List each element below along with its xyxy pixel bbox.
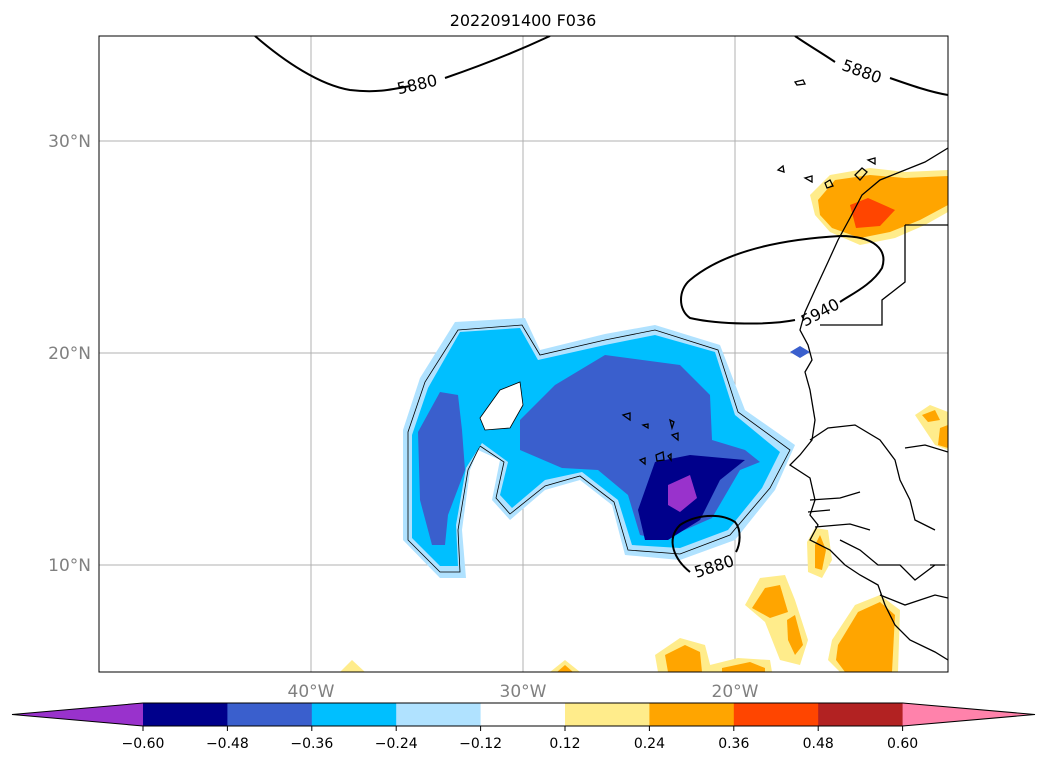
canary-island-5	[866, 157, 876, 166]
south-orange-patch-2	[722, 662, 765, 672]
cape-verde-island-3	[669, 418, 675, 431]
lon-label-40w: 40°W	[288, 682, 335, 702]
canary-island-3	[803, 175, 813, 184]
cape-verde-island-6	[655, 451, 665, 462]
colorbar-swatch	[733, 703, 819, 726]
bottom-orange-patch-2	[557, 665, 573, 672]
colorbar-swatch	[143, 703, 228, 726]
colorbar-tick-label: −0.36	[290, 736, 333, 752]
canary-island-1	[824, 179, 834, 189]
bottom-yellow-patch-1	[340, 660, 365, 672]
contour-5880-northeast	[794, 36, 948, 96]
colorbar-swatch	[649, 703, 735, 726]
coastlines	[621, 79, 948, 661]
colorbar-swatch	[227, 703, 313, 726]
colorbar-tick-label: 0.48	[803, 736, 834, 752]
colorbar-swatch	[311, 703, 397, 726]
negative-anomaly-region	[403, 318, 810, 578]
lat-label-30n: 30°N	[48, 132, 91, 152]
colorbar-swatch	[818, 703, 904, 726]
cape-verde-island-5	[638, 457, 646, 466]
colorbar-tick-label: −0.12	[459, 736, 502, 752]
colorbar-tick-label: −0.48	[206, 736, 249, 752]
canary-red-patch	[850, 198, 895, 228]
east-edge-orange-patch	[922, 410, 940, 422]
canary-island-2	[854, 167, 868, 181]
central-orange-patch-2	[787, 615, 803, 655]
colorbar-tick-label: −0.24	[375, 736, 418, 752]
contour-5880-north	[254, 36, 551, 93]
sierra-orange-patch	[836, 602, 895, 672]
purple-fill	[668, 475, 697, 512]
colorbar-tick-label: 0.60	[887, 736, 918, 752]
colorbar-tick-label: −0.60	[122, 736, 165, 752]
cape-verde-island-1	[621, 412, 631, 422]
contour-label-5880-north: 5880	[395, 71, 439, 99]
cape-verde-island-2	[641, 423, 649, 430]
western-sahara-border	[820, 224, 948, 326]
map-area: 5880 5880 5940 5880	[99, 36, 948, 672]
madeira-island	[793, 79, 806, 86]
positive-anomaly-patches	[340, 168, 948, 672]
east-edge-orange-patch-2	[938, 425, 948, 448]
contour-label-5880-northeast: 5880	[839, 56, 884, 88]
map-title: 2022091400 F036	[450, 11, 597, 30]
colorbar-swatch	[565, 703, 650, 726]
lat-label-10n: 10°N	[48, 556, 91, 576]
contour-5940	[680, 234, 885, 325]
royal-blue-fill-west	[418, 392, 465, 545]
lat-label-20n: 20°N	[48, 344, 91, 364]
lon-label-20w: 20°W	[712, 682, 759, 702]
africa-coastline	[788, 147, 948, 661]
colorbar-extend-left	[12, 703, 143, 726]
outer-contour-line	[407, 324, 791, 573]
small-blue-patch	[790, 346, 810, 358]
central-orange-patch	[752, 585, 788, 618]
west-africa-borders	[807, 424, 948, 606]
south-orange-patch	[665, 645, 702, 672]
colorbar-extend-right	[902, 703, 1035, 726]
colorbar-tick-label: 0.24	[634, 736, 665, 752]
cape-verde-island-7	[667, 452, 672, 462]
map-frame	[98, 35, 949, 673]
white-hole	[479, 381, 524, 431]
canary-island-4	[776, 164, 785, 173]
cape-verde-island-4	[670, 432, 679, 442]
contour-5880-south	[671, 514, 741, 573]
height-contours	[254, 36, 948, 573]
colorbar-swatch	[396, 703, 482, 726]
colorbar-tick-label: 0.12	[549, 736, 580, 752]
lon-label-30w: 30°W	[500, 682, 547, 702]
colorbar-tick-label: 0.36	[718, 736, 749, 752]
colorbar-swatch	[480, 703, 566, 726]
colorbar: −0.60 −0.48 −0.36 −0.24 −0.12 0.12 0.24 0.36 0.4…	[11, 702, 1036, 752]
contour-label-5880-south: 5880	[692, 551, 737, 582]
